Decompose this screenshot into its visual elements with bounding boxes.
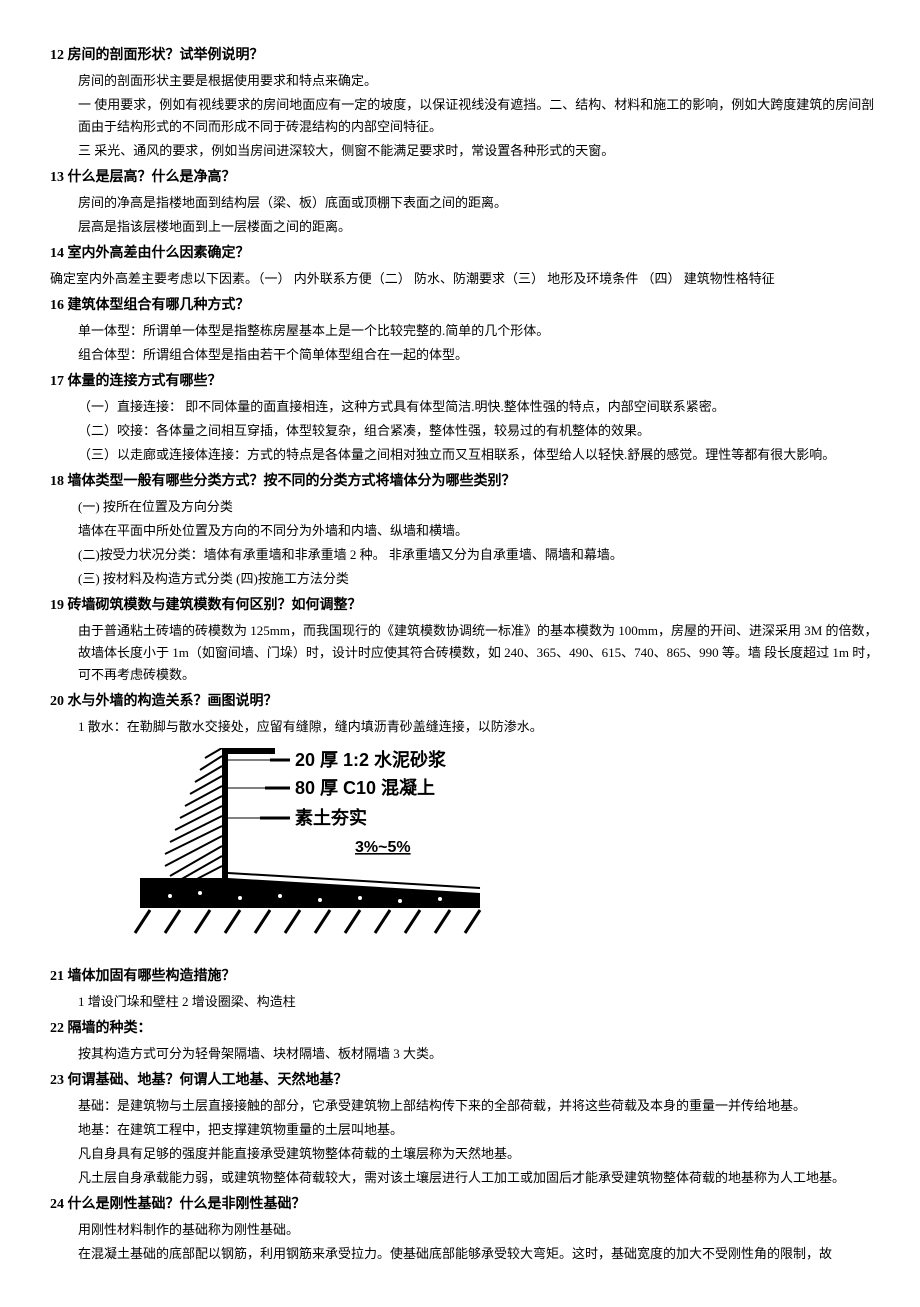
q23-p1: 基础：是建筑物与土层直接接触的部分，它承受建筑物上部结构传下来的全部荷载，并将这… — [78, 1095, 880, 1117]
q12-p3: 三 采光、通风的要求，例如当房间进深较大，侧窗不能满足要求时，常设置各种形式的天… — [78, 140, 880, 162]
q20-title: 20 水与外墙的构造关系？画图说明？ — [50, 690, 880, 714]
q18-p4: (三) 按材料及构造方式分类 (四)按施工方法分类 — [78, 568, 880, 590]
q13-p2: 层高是指该层楼地面到上一层楼面之间的距离。 — [78, 216, 880, 238]
q18-p2: 墙体在平面中所处位置及方向的不同分为外墙和内墙、纵墙和横墙。 — [78, 520, 880, 542]
q12-p2: 一 使用要求，例如有视线要求的房间地面应有一定的坡度，以保证视线没有遮挡。二、结… — [78, 94, 880, 138]
q18-p1: (一) 按所在位置及方向分类 — [78, 496, 880, 518]
q21-title: 21 墙体加固有哪些构造措施？ — [50, 965, 880, 989]
q18-p3: (二)按受力状况分类：墙体有承重墙和非承重墙 2 种。 非承重墙又分为自承重墙、… — [78, 544, 880, 566]
q23-p2: 地基：在建筑工程中，把支撑建筑物重量的土层叫地基。 — [78, 1119, 880, 1141]
q23-p4: 凡土层自身承载能力弱，或建筑物整体荷载较大，需对该土壤层进行人工加工或加固后才能… — [78, 1167, 880, 1189]
construction-diagram: 20 厚 1:2 水泥砂浆 80 厚 C10 混凝上 素土夯实 3%~5% — [110, 748, 880, 955]
q22-p1: 按其构造方式可分为轻骨架隔墙、块材隔墙、板材隔墙 3 大类。 — [78, 1043, 880, 1065]
q22-title: 22 隔墙的种类： — [50, 1017, 880, 1041]
q17-p3: （三）以走廊或连接体连接：方式的特点是各体量之间相对独立而又互相联系，体型给人以… — [78, 444, 880, 466]
q20-p1: 1 散水：在勒脚与散水交接处，应留有缝隙，缝内填沥青砂盖缝连接，以防渗水。 — [78, 716, 880, 738]
q14-title: 14 室内外高差由什么因素确定？ — [50, 242, 880, 266]
diagram-label-3: 素土夯实 — [295, 807, 367, 828]
diagram-label-4: 3%~5% — [355, 839, 411, 856]
q24-p1: 用刚性材料制作的基础称为刚性基础。 — [78, 1219, 880, 1241]
q17-title: 17 体量的连接方式有哪些？ — [50, 370, 880, 394]
q17-p2: （二）咬接：各体量之间相互穿插，体型较复杂，组合紧凑，整体性强，较易过的有机整体… — [78, 420, 880, 442]
q24-title: 24 什么是刚性基础？什么是非刚性基础？ — [50, 1193, 880, 1217]
diagram-label-2: 80 厚 C10 混凝上 — [295, 777, 435, 798]
q14-p1: 确定室内外高差主要考虑以下因素。（一） 内外联系方便（二） 防水、防潮要求（三）… — [50, 268, 880, 290]
q23-title: 23 何谓基础、地基？何谓人工地基、天然地基？ — [50, 1069, 880, 1093]
q17-p1: （一）直接连接： 即不同体量的面直接相连，这种方式具有体型简洁.明快.整体性强的… — [78, 396, 880, 418]
q18-title: 18 墙体类型一般有哪些分类方式？按不同的分类方式将墙体分为哪些类别？ — [50, 470, 880, 494]
q19-p1: 由于普通粘土砖墙的砖模数为 125mm，而我国现行的《建筑模数协调统一标准》的基… — [78, 620, 880, 686]
q21-p1: 1 增设门垛和壁柱 2 增设圈梁、构造柱 — [78, 991, 880, 1013]
q24-p2: 在混凝土基础的底部配以钢筋，利用钢筋来承受拉力。使基础底部能够承受较大弯矩。这时… — [78, 1243, 880, 1265]
q16-p1: 单一体型：所谓单一体型是指整栋房屋基本上是一个比较完整的.简单的几个形体。 — [78, 320, 880, 342]
q13-title: 13 什么是层高？什么是净高？ — [50, 166, 880, 190]
q19-title: 19 砖墙砌筑模数与建筑模数有何区别？如何调整？ — [50, 594, 880, 618]
q16-p2: 组合体型：所谓组合体型是指由若干个简单体型组合在一起的体型。 — [78, 344, 880, 366]
q12-title: 12 房间的剖面形状？试举例说明？ — [50, 44, 880, 68]
q13-p1: 房间的净高是指楼地面到结构层（梁、板）底面或顶棚下表面之间的距离。 — [78, 192, 880, 214]
q12-p1: 房间的剖面形状主要是根据使用要求和特点来确定。 — [78, 70, 880, 92]
diagram-label-1: 20 厚 1:2 水泥砂浆 — [295, 749, 447, 770]
q23-p3: 凡自身具有足够的强度并能直接承受建筑物整体荷载的土壤层称为天然地基。 — [78, 1143, 880, 1165]
q16-title: 16 建筑体型组合有哪几种方式？ — [50, 294, 880, 318]
